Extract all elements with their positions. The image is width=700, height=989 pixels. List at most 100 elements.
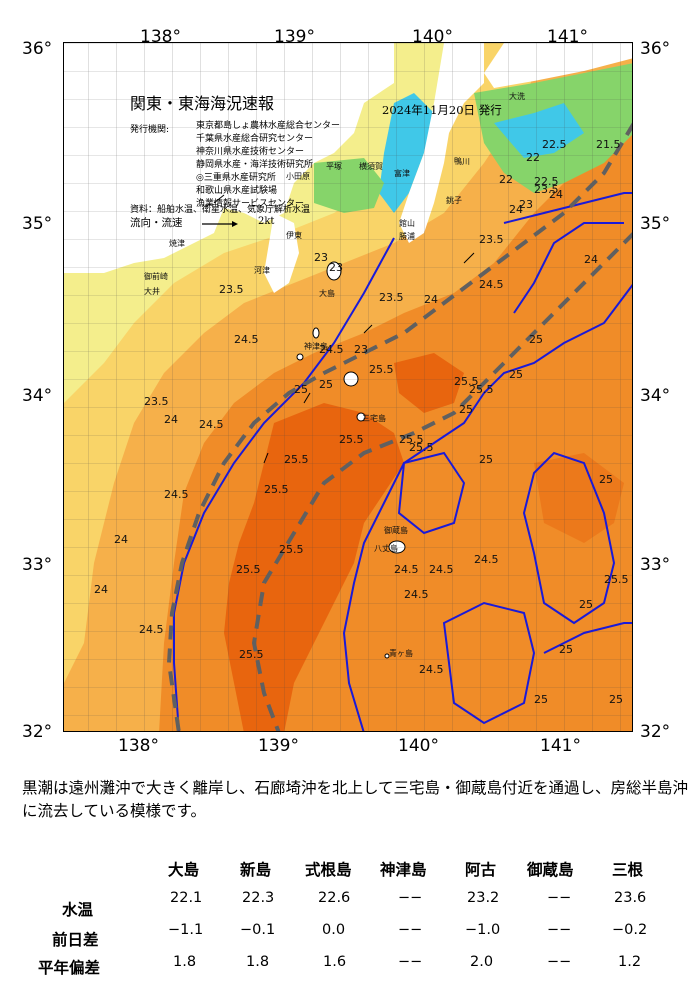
issue-date: 2024年11月20日 発行 (382, 103, 502, 117)
place-omaezaki: 御前崎 (144, 272, 168, 281)
temp-label: 24.5 (139, 623, 164, 636)
cell: 1.2 (618, 954, 642, 970)
temp-label: 24 (509, 203, 523, 216)
col-header: 御蔵島 (527, 861, 574, 879)
cell: 23.2 (467, 890, 500, 906)
place-oshima: 大島 (319, 289, 335, 298)
temp-label: 25.5 (604, 573, 629, 586)
place-tateyama: 館山 (399, 219, 415, 228)
cell: 23.6 (614, 890, 647, 906)
temp-label: 24.5 (234, 333, 259, 346)
map-title: 関東・東海海況速報 (130, 94, 275, 113)
lat-label-left-35: 35° (22, 214, 53, 234)
issuer-label: 発行機関: (130, 125, 170, 135)
temp-label: 25 (529, 333, 543, 346)
temp-label: 25 (609, 693, 623, 706)
place-ito: 伊東 (286, 231, 302, 240)
temp-label: 25.5 (264, 483, 289, 496)
temp-label: 25.5 (284, 453, 309, 466)
temp-label: 25 (509, 368, 523, 381)
place-mikura: 御蔵島 (384, 526, 408, 535)
flow-legend-label: 流向・流速 (130, 217, 183, 229)
current-axis-inner (166, 122, 632, 731)
row-label-day-diff: 前日差 (52, 931, 99, 949)
contour-island-loop (397, 451, 466, 535)
temp-label: 25.5 (279, 543, 304, 556)
temp-label: 24 (584, 253, 598, 266)
place-hiratsuka: 平塚 (326, 162, 342, 171)
temp-label: 24.5 (199, 418, 224, 431)
place-odawara: 小田原 (286, 172, 310, 181)
cell: −− (398, 954, 423, 970)
temp-label: 24.5 (319, 343, 344, 356)
temp-label: 25.5 (409, 441, 434, 454)
cell: −− (547, 922, 572, 938)
temp-label: 23 (519, 198, 533, 211)
cell: 0.0 (322, 922, 346, 938)
kuroshio-current (166, 122, 632, 731)
sst-map: 関東・東海海況速報 2024年11月20日 発行 発行機関: 東京都島しょ農林水… (63, 42, 633, 732)
temp-label: 25 (599, 473, 613, 486)
temp-label: 24.5 (394, 563, 419, 576)
temp-label: 22.5 (542, 138, 567, 151)
lat-label-right-34: 34° (640, 386, 671, 406)
lat-label-left-33: 33° (22, 555, 53, 575)
issuer-item: 東京都島しょ農林水産総合センター (196, 121, 341, 131)
lat-label-left-32: 32° (22, 722, 53, 742)
temp-label: 23 (354, 343, 368, 356)
issuer-item: 静岡県水産・海洋技術研究所 (196, 160, 314, 170)
lat-label-left-36: 36° (22, 39, 53, 59)
place-yokosuka: 横須賀 (359, 162, 383, 171)
col-header: 新島 (240, 861, 272, 879)
temp-label: 22 (526, 151, 540, 164)
issuer-item: 千葉県水産総合研究センター (196, 134, 314, 144)
cell: 22.3 (242, 890, 275, 906)
temp-label: 24.5 (404, 588, 429, 601)
temp-label: 24 (549, 188, 563, 201)
cell: 22.1 (170, 890, 203, 906)
data-sources: 資料：船舶水温、衛星水温、気象庁解析水温 (130, 205, 311, 215)
temp-label: 23.5 (219, 283, 244, 296)
temp-label: 24.5 (429, 563, 454, 576)
contour-25-east (342, 284, 632, 731)
temp-label: 23 (314, 251, 328, 264)
temp-label: 22.5 (534, 175, 559, 188)
col-header: 三根 (612, 861, 644, 879)
lat-label-right-33: 33° (640, 555, 671, 575)
temp-label: 24.5 (479, 278, 504, 291)
place-oi: 大井 (144, 287, 160, 296)
place-hachijo: 八丈島 (374, 544, 398, 553)
temp-label: 23 (329, 261, 343, 274)
place-oarai: 大洗 (509, 92, 525, 101)
lat-label-left-34: 34° (22, 386, 53, 406)
temp-label: 22 (499, 173, 513, 186)
temp-label: 25 (534, 693, 548, 706)
temp-label: 25.5 (339, 433, 364, 446)
cell: −− (398, 922, 423, 938)
flow-legend-arrow-icon (202, 221, 238, 227)
cell: −− (547, 890, 572, 906)
place-kawazu: 河津 (254, 266, 270, 275)
temp-label: 24.5 (419, 663, 444, 676)
temp-label: 23.5 (479, 233, 504, 246)
col-header: 阿古 (465, 861, 497, 879)
cell: 2.0 (470, 954, 494, 970)
issuer-item: 漁業情報サービスセンター (196, 199, 305, 209)
temp-label: 25 (479, 453, 493, 466)
lat-label-right-36: 36° (640, 39, 671, 59)
place-choshi: 銚子 (446, 196, 462, 205)
cell: −1.0 (465, 922, 501, 938)
temp-label: 25 (294, 383, 308, 396)
cell: −1.1 (168, 922, 204, 938)
lon-label-top-141: 141° (547, 27, 588, 47)
col-header: 式根島 (305, 861, 352, 879)
temp-label: 25.5 (236, 563, 261, 576)
cell: −− (398, 890, 423, 906)
row-label-water-temp: 水温 (62, 901, 94, 919)
place-katsuura: 勝浦 (399, 232, 415, 241)
temp-label: 24.5 (474, 553, 499, 566)
temp-label: 21.5 (596, 138, 621, 151)
lon-label-bottom-140: 140° (398, 736, 439, 756)
contour-south-loop (442, 601, 536, 725)
isotherm-contours (173, 192, 632, 731)
